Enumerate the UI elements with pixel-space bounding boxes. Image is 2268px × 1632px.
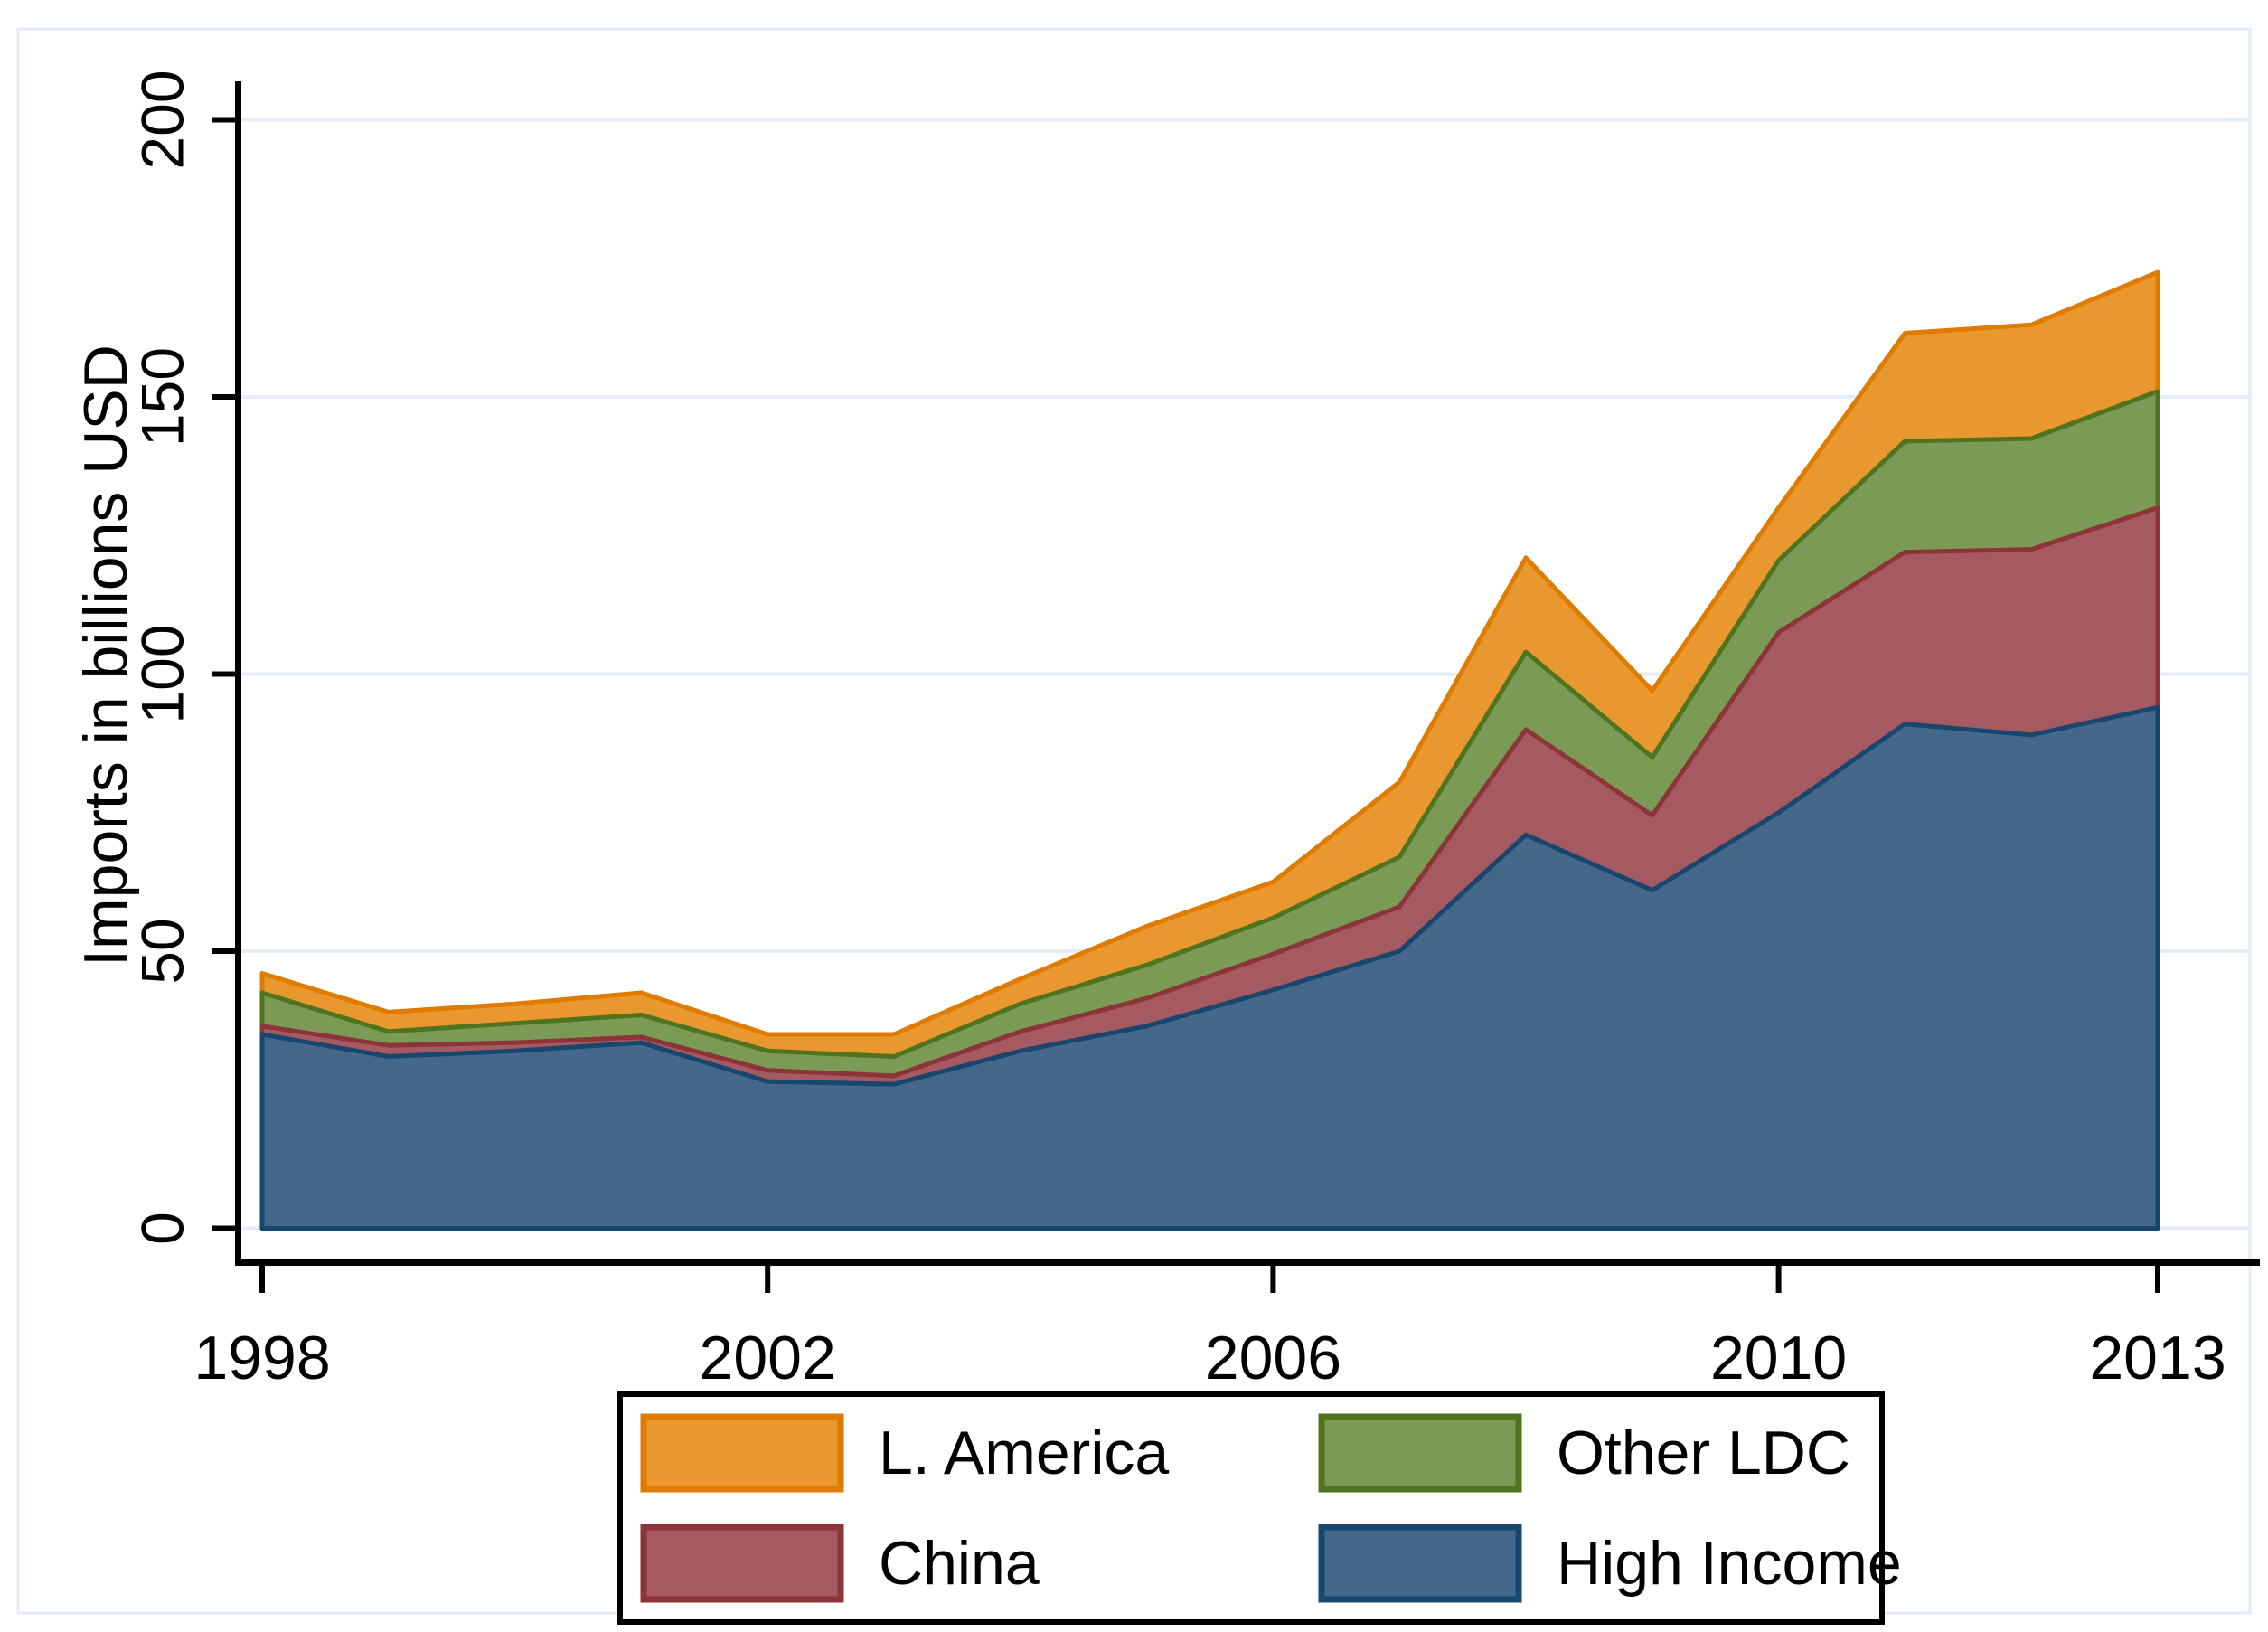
axes bbox=[212, 81, 2260, 1293]
x-axis-line bbox=[235, 1259, 2260, 1266]
y-axis-tick-labels: 0 50 100 150 200 bbox=[128, 70, 195, 1244]
x-tick-2002 bbox=[765, 1266, 771, 1293]
legend-swatch-l-america bbox=[640, 1413, 844, 1493]
legend-label-other-ldc: Other LDC bbox=[1557, 1419, 1850, 1487]
y-tick-label-50: 50 bbox=[128, 918, 195, 984]
y-tick-label-0: 0 bbox=[128, 1212, 195, 1245]
y-tick-100 bbox=[212, 671, 235, 677]
legend-label-high-income: High Income bbox=[1557, 1529, 1902, 1598]
x-tick-label-1998: 1998 bbox=[193, 1324, 330, 1392]
y-tick-0 bbox=[212, 1225, 235, 1231]
y-axis-line bbox=[235, 81, 241, 1266]
y-axis-title: Imports in billions USD bbox=[71, 344, 140, 967]
legend-swatch-high-income bbox=[1318, 1524, 1522, 1603]
legend-swatch-china bbox=[640, 1524, 844, 1603]
area-high-income bbox=[259, 704, 2160, 1231]
y-axis-ticks bbox=[212, 117, 235, 1231]
x-tick-2013 bbox=[2155, 1266, 2160, 1293]
x-tick-label-2002: 2002 bbox=[700, 1324, 836, 1392]
x-tick-label-2006: 2006 bbox=[1205, 1324, 1341, 1392]
y-tick-50 bbox=[212, 948, 235, 954]
x-axis-tick-labels: 1998 2002 2006 2010 2013 bbox=[193, 1324, 2226, 1392]
x-axis-ticks bbox=[259, 1266, 2160, 1293]
legend-swatch-other-ldc bbox=[1318, 1413, 1522, 1493]
y-tick-label-150: 150 bbox=[128, 347, 195, 447]
x-tick-1998 bbox=[259, 1266, 265, 1293]
y-tick-150 bbox=[212, 394, 235, 400]
stacked-area-series bbox=[259, 269, 2160, 1231]
y-tick-200 bbox=[212, 117, 235, 123]
x-tick-label-2013: 2013 bbox=[2089, 1324, 2226, 1392]
legend-label-l-america: L. America bbox=[879, 1419, 1169, 1487]
x-tick-2010 bbox=[1775, 1266, 1782, 1293]
y-tick-label-200: 200 bbox=[128, 70, 195, 169]
x-tick-label-2010: 2010 bbox=[1710, 1324, 1847, 1392]
legend-label-china: China bbox=[879, 1529, 1040, 1598]
legend: L. America Other LDC China High Income bbox=[617, 1391, 1902, 1625]
x-tick-2006 bbox=[1270, 1266, 1276, 1293]
y-tick-label-100: 100 bbox=[128, 624, 195, 723]
